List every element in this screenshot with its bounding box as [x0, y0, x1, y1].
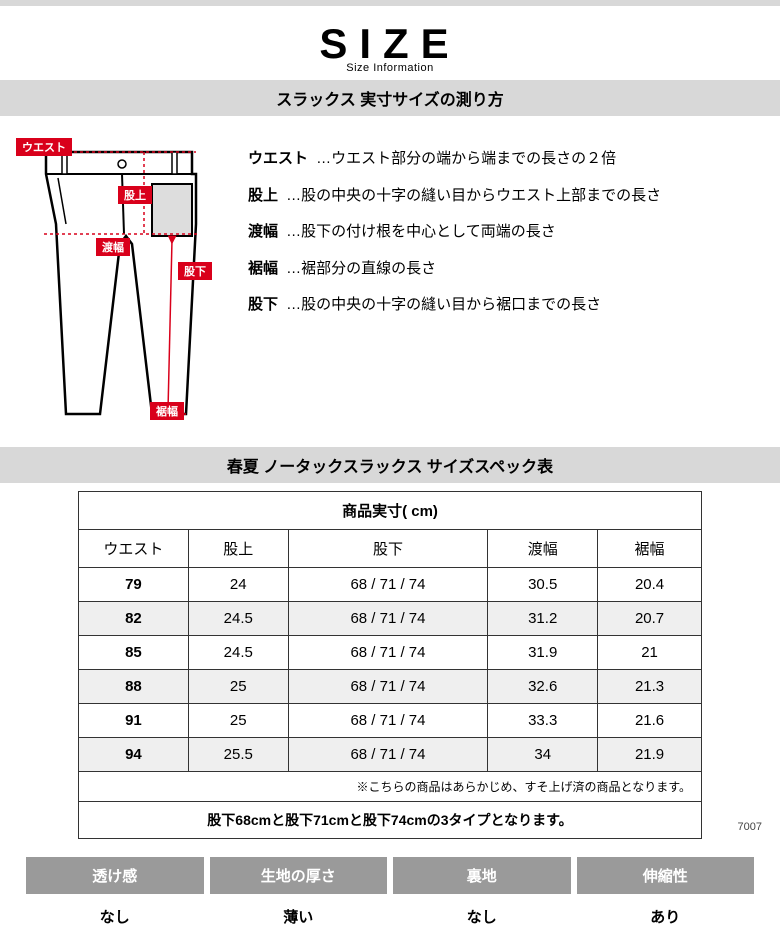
table-row: 8224.568 / 71 / 7431.220.7: [79, 602, 702, 636]
spec-main-header: 商品実寸( cm): [79, 492, 702, 530]
table-cell: 21.6: [598, 704, 702, 738]
spec-note1: ※こちらの商品はあらかじめ、すそ上げ済の商品となります。: [79, 772, 702, 802]
table-cell: 68 / 71 / 74: [288, 602, 488, 636]
table-cell: 68 / 71 / 74: [288, 636, 488, 670]
spec-col-header: 裾幅: [598, 530, 702, 568]
spec-col-header: 渡幅: [488, 530, 598, 568]
size-title: SIZE: [0, 20, 780, 68]
fabric-value: 薄い: [210, 898, 388, 935]
table-cell: 32.6: [488, 670, 598, 704]
definitions-list: ウエスト …ウエスト部分の端から端までの長さの２倍股上 …股の中央の十字の縫い目…: [248, 134, 756, 331]
definition-desc: …股下の付け根を中心として両端の長さ: [282, 223, 556, 240]
table-row: 8524.568 / 71 / 7431.921: [79, 636, 702, 670]
fabric-header: 伸縮性: [577, 857, 755, 894]
fabric-header: 生地の厚さ: [210, 857, 388, 894]
table-cell: 24.5: [188, 636, 288, 670]
definition-desc: …ウエスト部分の端から端までの長さの２倍: [312, 150, 616, 167]
spec-col-header: 股下: [288, 530, 488, 568]
definition-line: 渡幅 …股下の付け根を中心として両端の長さ: [248, 221, 756, 244]
definition-desc: …股の中央の十字の縫い目から裾口までの長さ: [282, 296, 601, 313]
thigh-label: 渡幅: [102, 240, 124, 254]
table-cell: 68 / 71 / 74: [288, 670, 488, 704]
table-row: 912568 / 71 / 7433.321.6: [79, 704, 702, 738]
table-cell: 91: [79, 704, 189, 738]
table-cell: 79: [79, 568, 189, 602]
table-cell: 30.5: [488, 568, 598, 602]
table-row: 9425.568 / 71 / 743421.9: [79, 738, 702, 772]
table-row: 882568 / 71 / 7432.621.3: [79, 670, 702, 704]
definition-line: 裾幅 …裾部分の直線の長さ: [248, 258, 756, 281]
section-spec-title: 春夏 ノータックスラックス サイズスペック表: [0, 447, 780, 483]
diagram-row: ウエスト 股上 渡幅 股下 裾幅 ウエスト …ウエスト部分の端から端までの長さの…: [0, 116, 780, 447]
spec-table-wrap: 商品実寸( cm) ウエスト股上股下渡幅裾幅 792468 / 71 / 743…: [0, 483, 780, 839]
definition-term: 裾幅: [248, 260, 278, 277]
product-code: 7007: [738, 821, 762, 833]
table-cell: 34: [488, 738, 598, 772]
fabric-header: 裏地: [393, 857, 571, 894]
belt-loop: [172, 152, 177, 174]
definition-line: ウエスト …ウエスト部分の端から端までの長さの２倍: [248, 148, 756, 171]
waist-label: ウエスト: [22, 141, 66, 154]
definition-term: 渡幅: [248, 223, 278, 240]
inseam-label: 股下: [184, 265, 206, 278]
fabric-value: なし: [26, 898, 204, 935]
definition-line: 股上 …股の中央の十字の縫い目からウエスト上部までの長さ: [248, 185, 756, 208]
table-cell: 24.5: [188, 602, 288, 636]
table-row: 792468 / 71 / 7430.520.4: [79, 568, 702, 602]
table-cell: 33.3: [488, 704, 598, 738]
pocket-back: [152, 184, 192, 236]
table-cell: 68 / 71 / 74: [288, 704, 488, 738]
table-cell: 68 / 71 / 74: [288, 568, 488, 602]
fabric-table: 透け感生地の厚さ裏地伸縮性 なし薄いなしあり: [20, 853, 760, 939]
table-cell: 82: [79, 602, 189, 636]
definition-term: ウエスト: [248, 150, 308, 167]
rise-label: 股上: [124, 188, 146, 202]
table-cell: 68 / 71 / 74: [288, 738, 488, 772]
spec-col-header: 股上: [188, 530, 288, 568]
definition-desc: …股の中央の十字の縫い目からウエスト上部までの長さ: [282, 187, 661, 204]
spec-col-header: ウエスト: [79, 530, 189, 568]
definition-term: 股下: [248, 296, 278, 313]
table-cell: 20.7: [598, 602, 702, 636]
hem-label: 裾幅: [156, 404, 178, 418]
table-cell: 21.9: [598, 738, 702, 772]
spec-table: 商品実寸( cm) ウエスト股上股下渡幅裾幅 792468 / 71 / 743…: [78, 491, 702, 839]
fabric-value: なし: [393, 898, 571, 935]
table-cell: 24: [188, 568, 288, 602]
spec-note2: 股下68cmと股下71cmと股下74cmの3タイプとなります。: [79, 802, 702, 839]
table-cell: 94: [79, 738, 189, 772]
table-cell: 25: [188, 670, 288, 704]
fabric-value: あり: [577, 898, 755, 935]
pants-diagram: ウエスト 股上 渡幅 股下 裾幅: [14, 134, 224, 429]
table-cell: 20.4: [598, 568, 702, 602]
table-cell: 25.5: [188, 738, 288, 772]
table-cell: 31.9: [488, 636, 598, 670]
table-cell: 25: [188, 704, 288, 738]
table-cell: 31.2: [488, 602, 598, 636]
fabric-header: 透け感: [26, 857, 204, 894]
table-cell: 21.3: [598, 670, 702, 704]
section-measure-title: スラックス 実寸サイズの測り方: [0, 80, 780, 116]
table-cell: 88: [79, 670, 189, 704]
definition-desc: …裾部分の直線の長さ: [282, 260, 436, 277]
size-subtitle: Size Information: [0, 62, 780, 74]
definition-term: 股上: [248, 187, 278, 204]
size-heading: SIZE Size Information: [0, 6, 780, 80]
table-cell: 21: [598, 636, 702, 670]
definition-line: 股下 …股の中央の十字の縫い目から裾口までの長さ: [248, 294, 756, 317]
table-cell: 85: [79, 636, 189, 670]
